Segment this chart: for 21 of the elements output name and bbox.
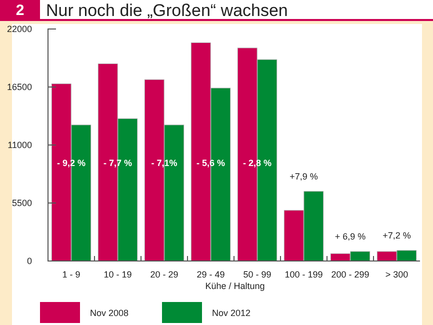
x-tick-label: 200 - 299 (331, 269, 370, 280)
y-tick-label: 16500 (6, 82, 32, 92)
x-tick-label: 20 - 29 (150, 269, 178, 280)
annotation: + 6,9 % (334, 232, 366, 242)
x-tick-label: 10 - 19 (104, 269, 132, 280)
annotation: +7,9 % (290, 171, 318, 182)
y-tick-label: 11000 (8, 140, 32, 150)
legend-label: Nov 2008 (90, 308, 129, 318)
legend-label: Nov 2012 (212, 308, 251, 318)
text: 2 (16, 2, 24, 19)
annotation: +7,2 % (382, 230, 411, 240)
chart-title: Nur noch die „Großen“ wachsen (46, 1, 288, 20)
x-tick-label: > 300 (385, 269, 408, 280)
x-tick-label: 50 - 99 (243, 269, 272, 280)
x-axis-title: Kühe / Haltung (205, 281, 265, 291)
y-tick-label: 22000 (6, 24, 32, 34)
x-tick-label: 29 - 49 (196, 269, 225, 280)
y-tick-label: 0 (26, 256, 32, 266)
x-tick-label: 100 - 199 (284, 269, 323, 280)
x-tick-label: 1 - 9 (62, 269, 80, 280)
y-tick-label: 5500 (12, 198, 32, 208)
